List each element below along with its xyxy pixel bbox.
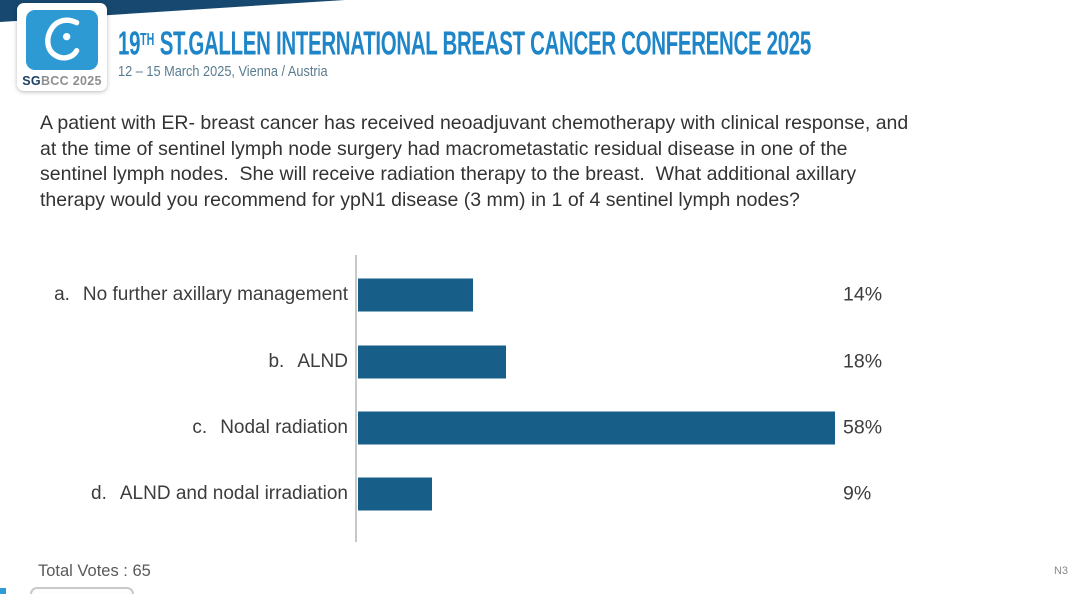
option-text: No further axillary management bbox=[82, 284, 348, 306]
option-row: b. ALND 18% bbox=[0, 328, 1080, 394]
total-votes: Total Votes : 65 bbox=[38, 562, 151, 580]
title-ordinal: TH bbox=[140, 29, 155, 49]
result-percent: 58% bbox=[843, 416, 883, 439]
question-line: sentinel lymph nodes. She will receive r… bbox=[40, 163, 857, 185]
sgbcc-logo: SGBCC 2025 bbox=[17, 3, 107, 91]
conference-title: 19TH ST.GALLEN INTERNATIONAL BREAST CANC… bbox=[118, 21, 811, 61]
conference-subtitle: 12 – 15 March 2025, Vienna / Austria bbox=[118, 63, 328, 81]
result-percent: 9% bbox=[843, 482, 872, 505]
question-line: therapy would you recommend for ypN1 dis… bbox=[40, 188, 800, 211]
logo-caption-sg: SG bbox=[22, 74, 41, 88]
option-letter: a. bbox=[54, 284, 70, 306]
question-text: A patient with ER- breast cancer has rec… bbox=[40, 111, 908, 213]
result-bar bbox=[358, 345, 506, 379]
option-letter: c. bbox=[192, 416, 208, 438]
poll-chart: a. No further axillary management 14% b. ALN… bbox=[0, 262, 1080, 532]
logo-caption-rest: BCC 2025 bbox=[40, 74, 102, 88]
title-number: 19 bbox=[118, 24, 141, 62]
option-text: ALND bbox=[297, 350, 348, 372]
logo-caption: SGBCC 2025 bbox=[22, 74, 101, 88]
result-percent: 18% bbox=[843, 350, 883, 373]
result-bar bbox=[358, 411, 835, 445]
blue-edge-fragment bbox=[0, 588, 6, 594]
question-line: A patient with ER- breast cancer has rec… bbox=[40, 112, 909, 134]
option-row: d. ALND and nodal irradiation 9% bbox=[0, 461, 1080, 527]
option-label: c. Nodal radiation bbox=[192, 417, 348, 439]
title-text: ST.GALLEN INTERNATIONAL BREAST CANCER CO… bbox=[154, 24, 812, 62]
result-bar bbox=[358, 477, 432, 511]
option-label: d. ALND and nodal irradiation bbox=[91, 483, 348, 505]
question-line: at the time of sentinel lymph node surge… bbox=[40, 137, 848, 160]
option-letter: d. bbox=[91, 483, 107, 505]
partial-button[interactable] bbox=[30, 587, 134, 594]
slide-code-label: N3 bbox=[1053, 565, 1068, 577]
logo-square bbox=[26, 10, 98, 70]
option-row: c. Nodal radiation 58% bbox=[0, 395, 1080, 461]
chart-axis-line bbox=[355, 255, 357, 542]
result-percent: 14% bbox=[843, 283, 883, 306]
option-text: Nodal radiation bbox=[220, 416, 348, 438]
option-letter: b. bbox=[268, 350, 285, 372]
result-bar bbox=[358, 278, 474, 312]
breast-icon bbox=[45, 17, 80, 61]
option-label: a. No further axillary management bbox=[54, 284, 348, 306]
option-row: a. No further axillary management 14% bbox=[0, 262, 1080, 328]
header: 19TH ST.GALLEN INTERNATIONAL BREAST CANC… bbox=[118, 21, 1080, 81]
option-text: ALND and nodal irradiation bbox=[119, 483, 348, 505]
option-label: b. ALND bbox=[268, 351, 348, 373]
